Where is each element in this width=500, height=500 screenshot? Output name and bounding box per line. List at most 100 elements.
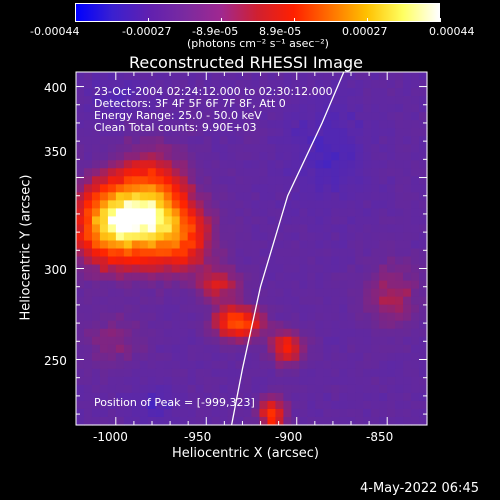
image-pixel bbox=[171, 128, 181, 137]
image-pixel bbox=[371, 152, 380, 161]
image-pixel bbox=[363, 176, 372, 185]
image-pixel bbox=[203, 408, 213, 418]
image-pixel bbox=[395, 144, 404, 153]
image-pixel bbox=[331, 152, 340, 161]
image-pixel bbox=[291, 144, 300, 153]
image-pixel bbox=[83, 224, 93, 234]
image-pixel bbox=[195, 152, 205, 161]
image-pixel bbox=[83, 96, 93, 105]
image-pixel bbox=[179, 304, 189, 314]
image-pixel bbox=[291, 160, 300, 169]
image-pixel bbox=[395, 232, 404, 242]
image-pixel bbox=[387, 88, 396, 97]
image-pixel bbox=[315, 256, 324, 266]
image-pixel bbox=[251, 408, 261, 418]
image-pixel bbox=[363, 312, 372, 322]
image-pixel bbox=[283, 72, 292, 81]
image-pixel bbox=[395, 160, 404, 169]
image-pixel bbox=[411, 296, 420, 306]
image-pixel bbox=[307, 384, 316, 394]
image-pixel bbox=[179, 392, 189, 402]
image-pixel bbox=[171, 112, 181, 121]
image-pixel bbox=[299, 368, 308, 378]
image-pixel bbox=[195, 104, 205, 113]
image-pixel bbox=[243, 296, 253, 306]
image-pixel bbox=[163, 112, 173, 121]
image-pixel bbox=[163, 72, 173, 81]
image-pixel bbox=[307, 304, 316, 314]
image-pixel bbox=[419, 96, 428, 105]
image-pixel bbox=[227, 248, 237, 258]
image-pixel bbox=[259, 120, 269, 129]
image-pixel bbox=[387, 136, 396, 145]
image-pixel bbox=[195, 224, 205, 234]
image-pixel bbox=[83, 280, 93, 290]
image-pixel bbox=[155, 120, 165, 129]
image-pixel bbox=[371, 320, 380, 330]
image-pixel bbox=[211, 280, 221, 290]
image-pixel bbox=[211, 264, 221, 274]
image-pixel bbox=[99, 408, 109, 418]
image-pixel bbox=[115, 272, 125, 282]
image-pixel bbox=[187, 368, 197, 378]
image-pixel bbox=[379, 312, 388, 322]
image-pixel bbox=[339, 392, 348, 402]
image-pixel bbox=[115, 312, 125, 322]
image-pixel bbox=[251, 112, 261, 121]
image-pixel bbox=[83, 304, 93, 314]
image-pixel bbox=[107, 104, 117, 113]
image-pixel bbox=[171, 80, 181, 89]
image-pixel bbox=[323, 120, 332, 129]
image-pixel bbox=[283, 280, 292, 290]
image-pixel bbox=[171, 104, 181, 113]
image-pixel bbox=[235, 392, 245, 402]
image-pixel bbox=[323, 136, 332, 145]
image-pixel bbox=[283, 112, 292, 121]
image-pixel bbox=[371, 240, 380, 250]
image-pixel bbox=[395, 408, 404, 418]
image-pixel bbox=[227, 408, 237, 418]
image-pixel bbox=[123, 400, 133, 410]
image-pixel bbox=[267, 288, 277, 298]
image-pixel bbox=[275, 360, 285, 370]
image-pixel bbox=[347, 320, 356, 330]
image-pixel bbox=[91, 88, 101, 97]
image-pixel bbox=[115, 88, 125, 97]
image-pixel bbox=[315, 104, 324, 113]
image-pixel bbox=[171, 208, 181, 218]
image-pixel bbox=[227, 352, 237, 362]
image-pixel bbox=[259, 216, 269, 226]
image-pixel bbox=[347, 312, 356, 322]
image-pixel bbox=[283, 80, 292, 89]
image-pixel bbox=[123, 280, 133, 290]
image-pixel bbox=[211, 152, 221, 161]
image-pixel bbox=[379, 296, 388, 306]
image-pixel bbox=[235, 128, 245, 137]
image-pixel bbox=[203, 280, 213, 290]
image-pixel bbox=[171, 280, 181, 290]
image-pixel bbox=[419, 344, 428, 354]
image-pixel bbox=[283, 208, 292, 218]
image-pixel bbox=[395, 208, 404, 218]
image-pixel bbox=[195, 112, 205, 121]
image-pixel bbox=[371, 360, 380, 370]
image-pixel bbox=[395, 200, 404, 209]
image-pixel bbox=[355, 408, 364, 418]
image-pixel bbox=[243, 104, 253, 113]
image-pixel bbox=[307, 320, 316, 330]
image-pixel bbox=[307, 368, 316, 378]
image-pixel bbox=[363, 336, 372, 346]
image-pixel bbox=[99, 256, 109, 266]
image-pixel bbox=[339, 136, 348, 145]
image-pixel bbox=[219, 168, 229, 177]
image-pixel bbox=[235, 416, 245, 426]
image-pixel bbox=[291, 272, 300, 282]
image-pixel bbox=[275, 296, 285, 306]
image-pixel bbox=[83, 136, 93, 145]
image-pixel bbox=[163, 376, 173, 386]
image-pixel bbox=[331, 416, 340, 426]
image-pixel bbox=[163, 160, 173, 169]
image-pixel bbox=[283, 256, 292, 266]
image-pixel bbox=[379, 328, 388, 338]
image-pixel bbox=[155, 408, 165, 418]
